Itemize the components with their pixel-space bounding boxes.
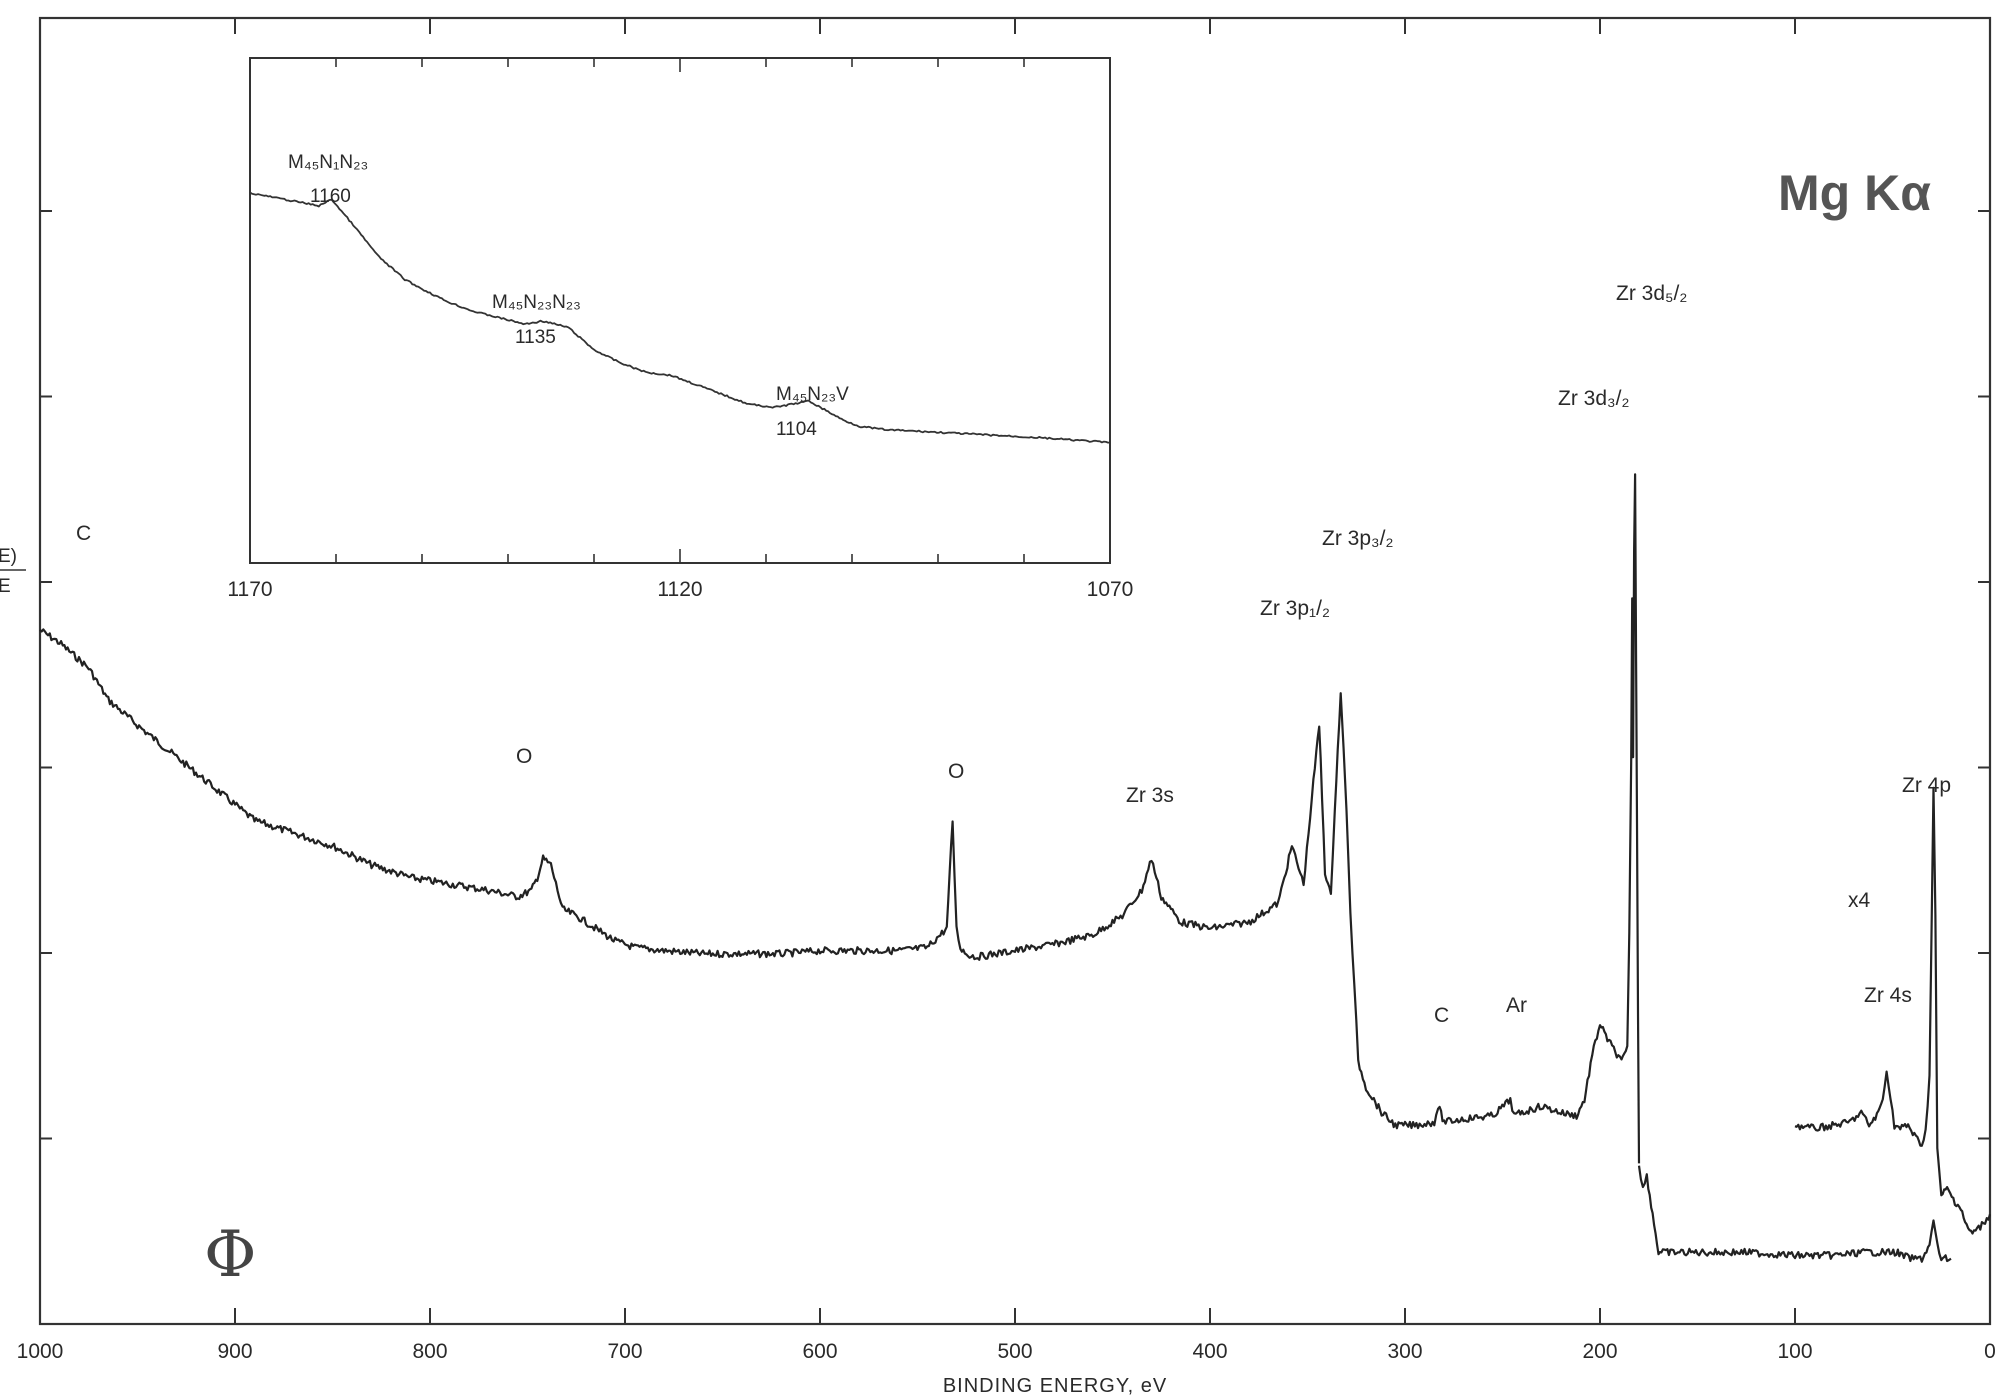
series-line-2	[1637, 1165, 1952, 1263]
y-axis-label-fragment-bottom: E	[0, 576, 11, 597]
x-tick-label: 600	[802, 1340, 837, 1363]
x-tick-label: 200	[1582, 1340, 1617, 1363]
main-annotations: C O O Zr 3s Zr 3p₁/₂ Zr 3p₃/₂ Zr 3d₃/₂ Z…	[76, 282, 1951, 1027]
scale-note-x4: x4	[1848, 889, 1871, 912]
x-tick-label: 800	[412, 1340, 447, 1363]
peak-label-c-1s: C	[1434, 1004, 1449, 1027]
peak-label-zr-3d52: Zr 3d₅/₂	[1616, 282, 1687, 305]
source-label: Mg Kα	[1778, 165, 1931, 221]
main-series-group	[39, 473, 1992, 1263]
peak-label-zr-3p12: Zr 3p₁/₂	[1260, 597, 1330, 620]
x-tick-label: 700	[607, 1340, 642, 1363]
peak-label-c-high: C	[76, 522, 91, 545]
inset-value-1160: 1160	[310, 186, 351, 207]
inset-plot-frame	[249, 57, 1111, 564]
peak-label-ar: Ar	[1506, 994, 1527, 1017]
peak-label-zr-4s: Zr 4s	[1864, 984, 1912, 1007]
peak-label-o-auger: O	[516, 745, 532, 768]
peak-label-o-1s: O	[948, 760, 964, 783]
inset-series-group	[249, 191, 1110, 444]
inset-axis-ticks: 1170 1120 1070	[227, 58, 1133, 601]
inset-label-m45n23v: M₄₅N₂₃V	[776, 384, 849, 405]
peak-label-zr-3p32: Zr 3p₃/₂	[1322, 527, 1394, 550]
x-tick-label: 400	[1192, 1340, 1227, 1363]
inset-series-line	[249, 191, 1110, 444]
x-tick-label: 900	[217, 1340, 252, 1363]
x-axis-title: BINDING ENERGY, eV	[943, 1375, 1167, 1397]
inset-x-tick-label: 1120	[657, 578, 702, 601]
inset-annotations: M₄₅N₁N₂₃ 1160 M₄₅N₂₃N₂₃ 1135 M₄₅N₂₃V 110…	[288, 152, 849, 440]
x-tick-label: 0	[1984, 1340, 1996, 1363]
x-tick-label: 300	[1387, 1340, 1422, 1363]
inset-value-1135: 1135	[515, 327, 556, 348]
x-tick-label: 500	[997, 1340, 1032, 1363]
y-axis-label-fragment-top: E)	[0, 546, 17, 567]
series-line-x4	[1794, 786, 1992, 1235]
inset-x-tick-label: 1070	[1087, 578, 1134, 601]
x-tick-label: 100	[1777, 1340, 1812, 1363]
series-line-1	[39, 473, 1641, 1164]
inset-label-m45n1n23: M₄₅N₁N₂₃	[288, 152, 368, 173]
peak-label-zr-3s: Zr 3s	[1126, 784, 1174, 807]
peak-label-zr-4p: Zr 4p	[1902, 774, 1951, 797]
x-tick-label: 1000	[17, 1340, 64, 1363]
inset-x-tick-label: 1170	[227, 578, 272, 601]
inset-label-m45n23n23: M₄₅N₂₃N₂₃	[492, 292, 581, 313]
inset-value-1104: 1104	[776, 419, 817, 440]
phi-logo: Φ	[204, 1218, 256, 1292]
peak-label-zr-3d32: Zr 3d₃/₂	[1558, 387, 1630, 410]
main-axis-ticks: 1000 900 800 700 600 500 400 300 200 100 0	[17, 18, 1996, 1363]
